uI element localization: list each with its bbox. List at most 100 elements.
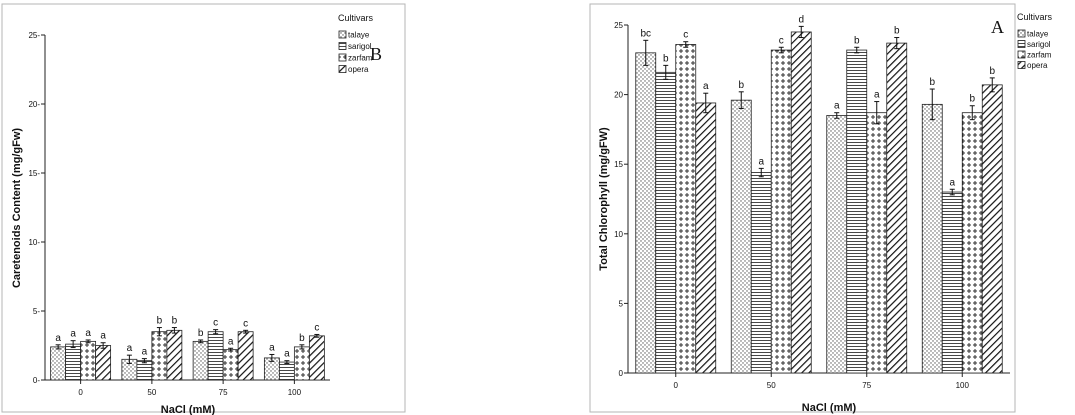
x-tick-label: 0 <box>78 388 83 397</box>
legend-label-sarigol: sarigol <box>348 42 372 51</box>
bars: bc b a b b a b a c c a b a d b b <box>635 14 1003 374</box>
x-tick-label: 0 <box>674 381 679 390</box>
legend-label-zarfam: zarfam <box>348 54 373 63</box>
y-ticks: 0- 5- 10- 15- 20- 25- <box>28 31 45 385</box>
legend-label-zarfam: zarfam <box>1027 51 1052 60</box>
bar-zarfam <box>293 346 310 381</box>
y-tick-label: 15 <box>614 160 623 169</box>
bar-sarigol <box>655 71 677 374</box>
significance-label: b <box>989 66 995 77</box>
significance-label: bc <box>640 28 651 39</box>
y-tick-label: 20 <box>614 91 623 100</box>
x-ticks: 0 50 75 100 <box>674 373 970 390</box>
significance-label: a <box>127 343 133 354</box>
bar-sarigol <box>750 172 772 374</box>
legend-swatch-talaye <box>1017 29 1026 38</box>
significance-label: b <box>299 333 305 344</box>
x-tick-label: 75 <box>862 381 871 390</box>
x-tick-label: 75 <box>219 388 228 397</box>
significance-label: a <box>284 349 290 360</box>
significance-label: b <box>198 328 204 339</box>
bar-talaye <box>635 52 657 374</box>
significance-label: a <box>70 329 76 340</box>
legend-swatch-zarfam <box>338 53 347 62</box>
bar-opera <box>166 329 183 381</box>
y-tick-label: 25- <box>28 31 40 40</box>
y-tick-label: 10 <box>614 230 623 239</box>
significance-label: b <box>854 35 860 46</box>
significance-label: b <box>663 53 669 64</box>
bar-zarfam <box>80 340 97 381</box>
legend-title: Cultivars <box>1017 12 1053 22</box>
significance-label: c <box>779 35 784 46</box>
bar-talaye <box>921 103 943 374</box>
x-tick-label: 100 <box>956 381 970 390</box>
legend-label-talaye: talaye <box>1027 30 1049 39</box>
bar-opera <box>95 345 112 381</box>
legend-label-sarigol: sarigol <box>1027 40 1051 49</box>
significance-label: a <box>228 336 234 347</box>
x-axis-title: NaCl (mM) <box>802 402 857 414</box>
bar-opera <box>308 335 325 381</box>
legend-swatch-sarigol <box>338 42 347 50</box>
significance-label: a <box>949 177 955 188</box>
bar-opera <box>886 42 908 374</box>
y-tick-label: 10- <box>28 238 40 247</box>
significance-label: d <box>798 14 804 25</box>
chart-panel-b: Caretenoids Content (mg/gFw) NaCl (mM) B… <box>1 3 406 415</box>
bar-talaye <box>730 99 752 374</box>
significance-label: a <box>758 156 764 167</box>
legend-label-talaye: talaye <box>348 31 370 40</box>
legend-label-opera: opera <box>1027 61 1048 70</box>
panel-label: B <box>370 44 382 64</box>
legend: talaye sarigol zarfam opera <box>338 30 373 74</box>
x-ticks: 0 50 75 100 <box>78 380 302 397</box>
y-ticks: 0 5 10 15 20 25 <box>614 21 628 378</box>
significance-label: b <box>929 77 935 88</box>
panel-label: A <box>991 17 1004 37</box>
bar-sarigol <box>278 361 295 381</box>
legend-swatch-opera <box>1017 61 1026 69</box>
bar-opera <box>695 102 717 374</box>
significance-label: a <box>874 90 880 101</box>
legend-label-opera: opera <box>348 65 369 74</box>
bar-talaye <box>50 346 67 381</box>
legend-title: Cultivars <box>338 13 374 23</box>
significance-label: b <box>157 316 163 327</box>
significance-label: b <box>969 94 975 105</box>
bar-zarfam <box>770 49 792 374</box>
bar-sarigol <box>65 343 82 381</box>
legend-swatch-sarigol <box>1017 40 1026 48</box>
legend-swatch-zarfam <box>1017 50 1026 59</box>
bar-talaye <box>826 115 848 374</box>
significance-label: b <box>738 80 744 91</box>
significance-label: a <box>834 101 840 112</box>
significance-label: a <box>100 331 106 342</box>
y-tick-label: 0- <box>33 376 40 385</box>
bar-opera <box>237 331 254 381</box>
y-tick-label: 20- <box>28 100 40 109</box>
bar-opera <box>981 84 1003 374</box>
chart-panel-a: Total Chlorophyll (mg/gFW) NaCl (mM) A C… <box>589 3 1053 414</box>
y-tick-label: 15- <box>28 169 40 178</box>
x-tick-label: 50 <box>147 388 156 397</box>
legend-swatch-talaye <box>338 30 347 39</box>
bar-sarigol <box>941 191 963 374</box>
y-tick-label: 5 <box>619 299 624 308</box>
bar-sarigol <box>207 331 224 381</box>
significance-label: a <box>703 81 709 92</box>
x-axis-title: NaCl (mM) <box>161 404 216 415</box>
bar-zarfam <box>866 112 888 374</box>
bar-zarfam <box>151 331 168 381</box>
significance-label: c <box>314 322 319 333</box>
x-tick-label: 50 <box>767 381 776 390</box>
bar-zarfam <box>675 44 697 374</box>
plot-frame <box>1 3 406 413</box>
y-tick-label: 25 <box>614 21 623 30</box>
bar-sarigol <box>136 360 153 381</box>
significance-label: c <box>213 318 218 329</box>
bar-talaye <box>192 340 209 381</box>
significance-label: a <box>85 328 91 339</box>
